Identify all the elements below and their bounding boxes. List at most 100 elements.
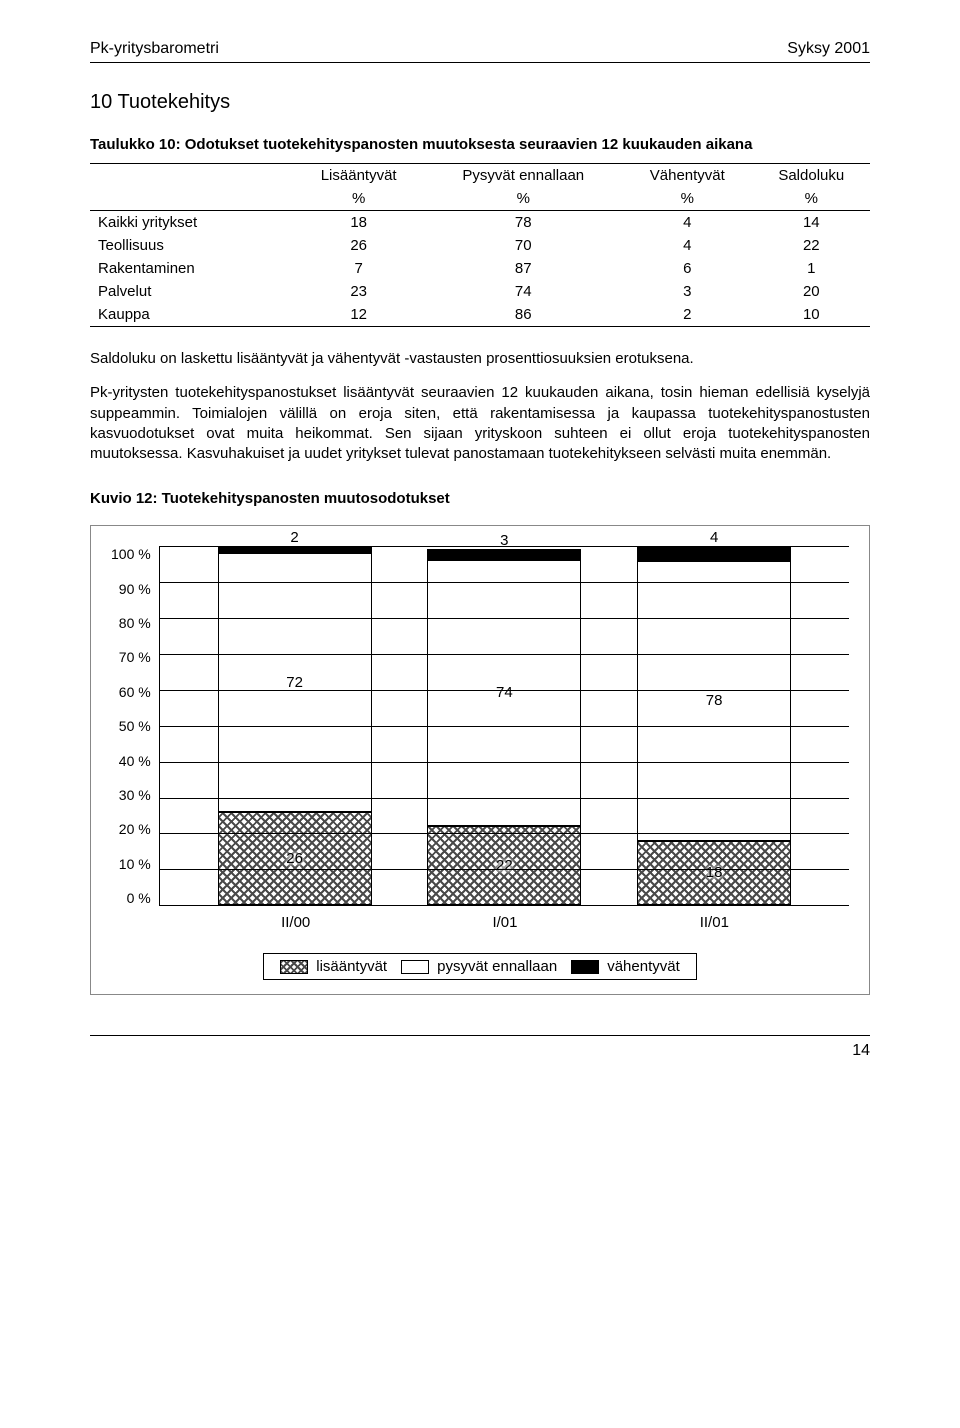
y-tick-label: 90 % bbox=[111, 581, 151, 597]
col-unit: % bbox=[293, 187, 425, 211]
bar-segment: 26 bbox=[218, 812, 372, 905]
table-row: Kauppa1286210 bbox=[90, 303, 870, 327]
bar-value-label: 78 bbox=[706, 692, 723, 709]
y-tick-label: 50 % bbox=[111, 718, 151, 734]
x-labels: II/00 I/01 II/01 bbox=[161, 906, 849, 931]
grid-line bbox=[160, 618, 849, 619]
col-unit: % bbox=[753, 187, 870, 211]
table-cell: 2 bbox=[622, 303, 753, 327]
table-row: Teollisuus2670422 bbox=[90, 234, 870, 257]
x-tick-label: I/01 bbox=[428, 914, 582, 931]
table-cell: 7 bbox=[293, 257, 425, 280]
table-cell: 20 bbox=[753, 280, 870, 303]
y-tick-label: 100 % bbox=[111, 546, 151, 562]
table-cell: 4 bbox=[622, 211, 753, 235]
bar-value-label: 26 bbox=[286, 850, 303, 867]
header-right: Syksy 2001 bbox=[787, 40, 870, 58]
y-tick-label: 30 % bbox=[111, 787, 151, 803]
col-blank bbox=[90, 187, 293, 211]
paragraph: Saldoluku on laskettu lisääntyvät ja väh… bbox=[90, 349, 870, 369]
grid-line bbox=[160, 546, 849, 547]
bar-value-label: 18 bbox=[706, 864, 723, 881]
table-cell: Kauppa bbox=[90, 303, 293, 327]
legend: lisääntyvät pysyvät ennallaan vähentyvät bbox=[263, 953, 697, 980]
chart-title: Kuvio 12: Tuotekehityspanosten muutosodo… bbox=[90, 490, 870, 507]
footer-rule bbox=[90, 1035, 870, 1036]
data-table: Lisääntyvät Pysyvät ennallaan Vähentyvät… bbox=[90, 163, 870, 327]
bar-value-label: 74 bbox=[496, 684, 513, 701]
grid-line bbox=[160, 798, 849, 799]
table-row: Rakentaminen78761 bbox=[90, 257, 870, 280]
y-axis: 100 % 90 % 80 % 70 % 60 % 50 % 40 % 30 % 20 % 10 … bbox=[111, 546, 159, 906]
grid-line bbox=[160, 833, 849, 834]
grid-line bbox=[160, 726, 849, 727]
table-cell: 1 bbox=[753, 257, 870, 280]
table-header-row: Lisääntyvät Pysyvät ennallaan Vähentyvät… bbox=[90, 164, 870, 188]
col-blank bbox=[90, 164, 293, 188]
y-tick-label: 40 % bbox=[111, 753, 151, 769]
y-tick-label: 20 % bbox=[111, 821, 151, 837]
bar-value-label: 72 bbox=[286, 674, 303, 691]
table-cell: 26 bbox=[293, 234, 425, 257]
page-number: 14 bbox=[90, 1042, 870, 1060]
y-tick-label: 60 % bbox=[111, 684, 151, 700]
y-tick-label: 0 % bbox=[111, 890, 151, 906]
table-cell: 6 bbox=[622, 257, 753, 280]
col-header: Lisääntyvät bbox=[293, 164, 425, 188]
table-cell: 22 bbox=[753, 234, 870, 257]
grid-line bbox=[160, 654, 849, 655]
col-unit: % bbox=[425, 187, 622, 211]
x-tick-label: II/01 bbox=[637, 914, 791, 931]
bar-segment: 22 bbox=[427, 826, 581, 905]
header-rule bbox=[90, 62, 870, 63]
table-cell: 23 bbox=[293, 280, 425, 303]
y-tick-label: 70 % bbox=[111, 649, 151, 665]
x-tick-label: II/00 bbox=[219, 914, 373, 931]
bar-segment: 18 bbox=[637, 841, 791, 906]
table-cell: 87 bbox=[425, 257, 622, 280]
bar-value-label: 4 bbox=[710, 529, 718, 546]
bar-segment: 78 bbox=[637, 561, 791, 841]
table-row: Kaikki yritykset1878414 bbox=[90, 211, 870, 235]
table-cell: 12 bbox=[293, 303, 425, 327]
grid-line bbox=[160, 582, 849, 583]
bar-segment: 4 bbox=[637, 546, 791, 560]
legend-item: lisääntyvät bbox=[280, 958, 387, 975]
bar-value-label: 2 bbox=[290, 529, 298, 546]
page-header: Pk-yritysbarometri Syksy 2001 bbox=[90, 40, 870, 58]
grid-line bbox=[160, 690, 849, 691]
table-cell: 3 bbox=[622, 280, 753, 303]
table-row: Palvelut2374320 bbox=[90, 280, 870, 303]
section-title: 10 Tuotekehitys bbox=[90, 91, 870, 114]
legend-swatch bbox=[571, 960, 599, 974]
table-cell: 74 bbox=[425, 280, 622, 303]
y-tick-label: 10 % bbox=[111, 856, 151, 872]
legend-label: pysyvät ennallaan bbox=[437, 958, 557, 975]
table-cell: 78 bbox=[425, 211, 622, 235]
bar-segment: 3 bbox=[427, 549, 581, 560]
col-header: Saldoluku bbox=[753, 164, 870, 188]
paragraph: Pk-yritysten tuotekehityspanostukset lis… bbox=[90, 383, 870, 464]
legend-label: lisääntyvät bbox=[316, 958, 387, 975]
table-cell: 4 bbox=[622, 234, 753, 257]
table-body: Kaikki yritykset1878414Teollisuus2670422… bbox=[90, 211, 870, 327]
col-unit: % bbox=[622, 187, 753, 211]
table-cell: Teollisuus bbox=[90, 234, 293, 257]
table-cell: 86 bbox=[425, 303, 622, 327]
table-cell: 14 bbox=[753, 211, 870, 235]
table-cell: Palvelut bbox=[90, 280, 293, 303]
bar-value-label: 22 bbox=[496, 857, 513, 874]
plot-area: 267222274318784 bbox=[159, 546, 849, 906]
table-cell: 10 bbox=[753, 303, 870, 327]
legend-swatch bbox=[401, 960, 429, 974]
legend-item: vähentyvät bbox=[571, 958, 680, 975]
col-header: Pysyvät ennallaan bbox=[425, 164, 622, 188]
header-left: Pk-yritysbarometri bbox=[90, 40, 219, 58]
col-header: Vähentyvät bbox=[622, 164, 753, 188]
y-tick-label: 80 % bbox=[111, 615, 151, 631]
x-axis: II/00 I/01 II/01 bbox=[161, 906, 849, 931]
table-cell: Rakentaminen bbox=[90, 257, 293, 280]
page-root: Pk-yritysbarometri Syksy 2001 10 Tuoteke… bbox=[0, 0, 960, 1428]
chart-container: 100 %90 %80 %70 %60 %50 %40 %30 %20 %10 … bbox=[90, 525, 870, 995]
bar-segment: 2 bbox=[218, 546, 372, 553]
